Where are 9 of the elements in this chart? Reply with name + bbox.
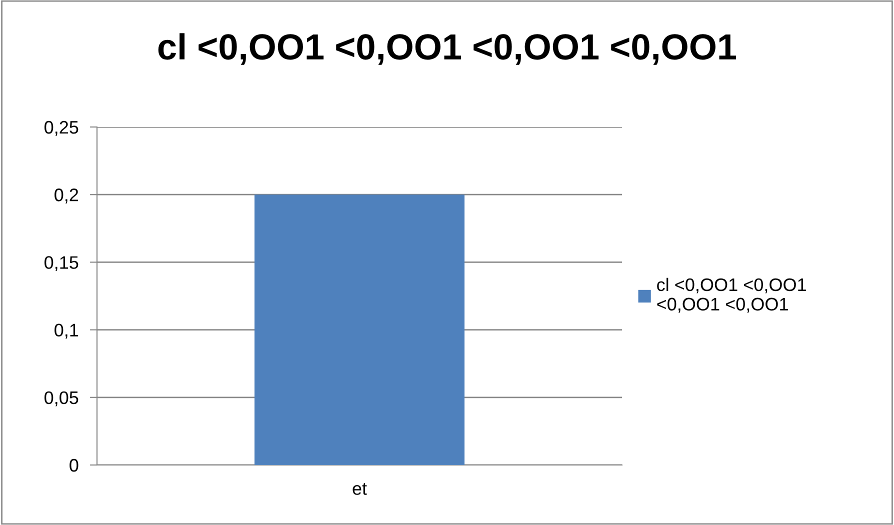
y-tick-label: 0,05 — [44, 391, 78, 406]
y-tick-label: 0 — [70, 458, 78, 472]
x-tick-label: et — [352, 483, 367, 495]
y-tick-label: 0,2 — [54, 188, 78, 204]
y-tick-label: 0,1 — [54, 324, 78, 339]
chart-title: cl <0,OO1 <0,OO1 <0,OO1 <0,OO1 — [158, 33, 736, 65]
legend-label: cl <0,OO1 <0,OO1 <0,OO1 <0,OO1 — [657, 278, 806, 313]
y-tick-label: 0,15 — [44, 256, 78, 272]
y-tick-label: 0,25 — [44, 120, 78, 136]
